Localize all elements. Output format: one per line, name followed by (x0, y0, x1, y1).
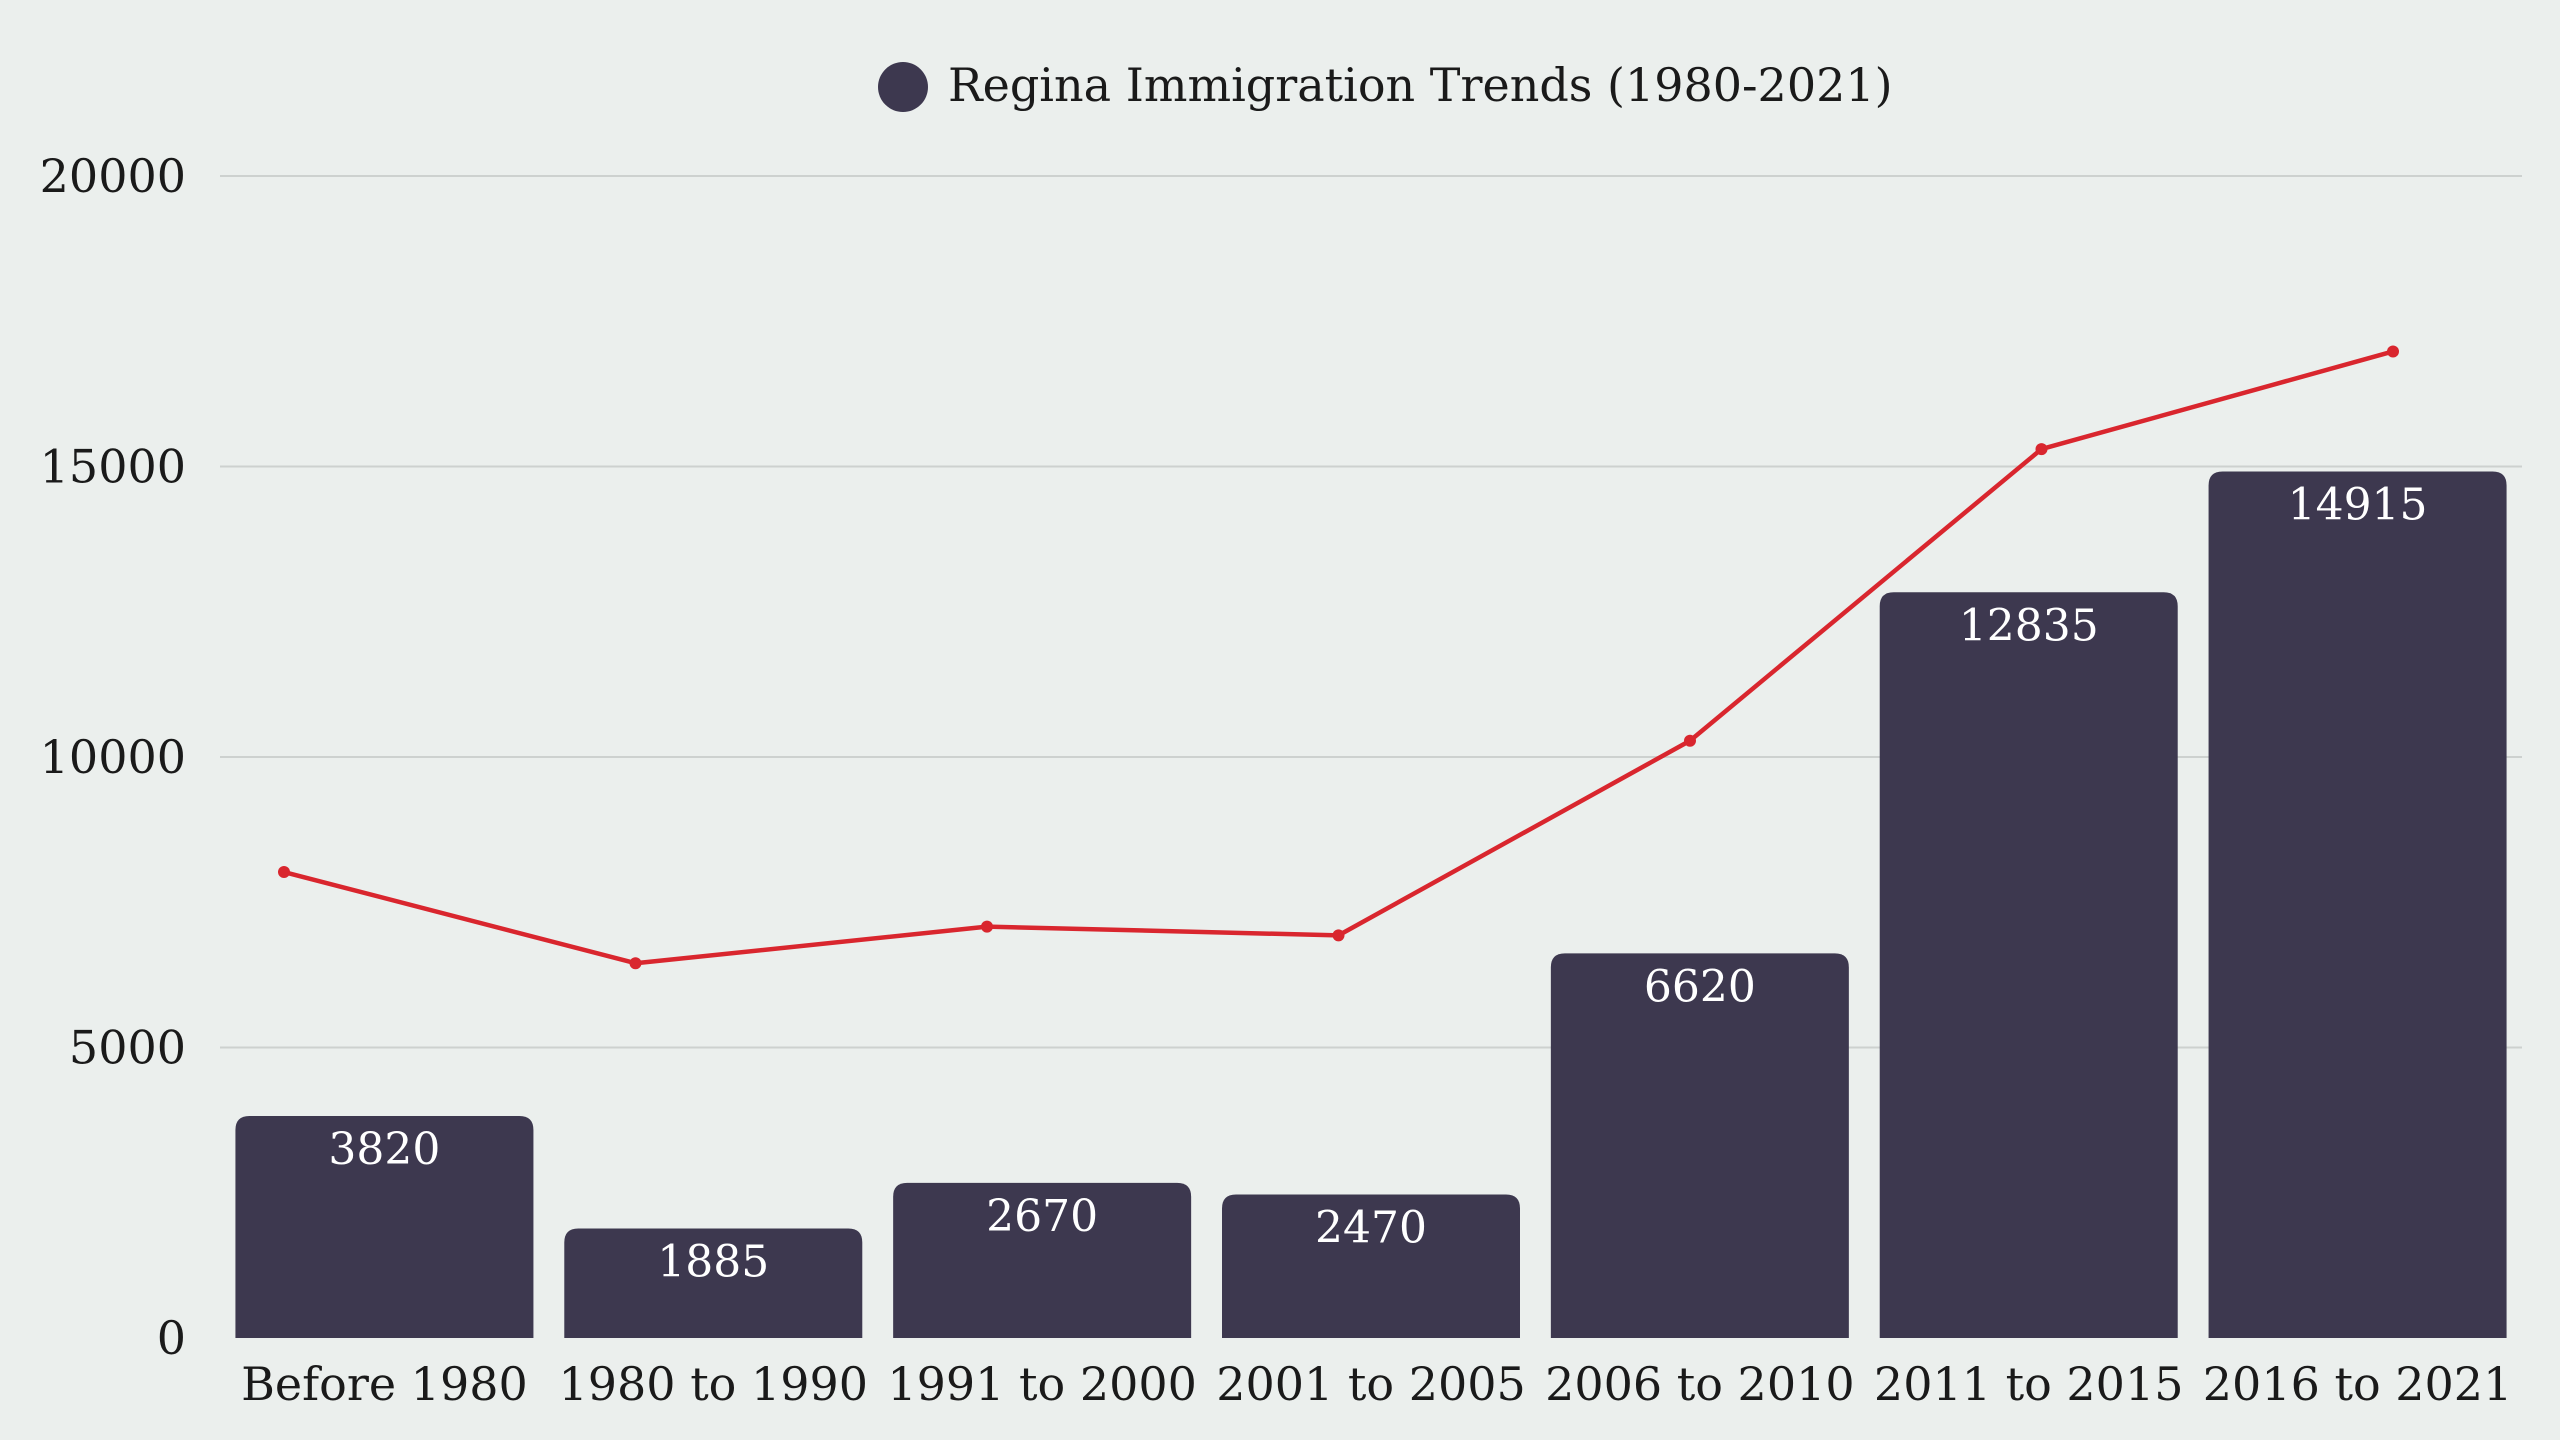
bar-labels: 3820 1885 2670 2470 6620 12835 14915 (328, 479, 2427, 1287)
y-tick-label: 15000 (40, 440, 186, 494)
legend: Regina Immigration Trends (1980-2021) (878, 58, 1893, 112)
bar (1879, 592, 2178, 1338)
line-point (629, 957, 642, 970)
bar-value-label: 14915 (2288, 479, 2428, 530)
x-tick-label: 1980 to 1990 (559, 1357, 869, 1411)
bar (1222, 1194, 1520, 1338)
y-tick-label: 5000 (69, 1021, 186, 1075)
line-point (981, 920, 993, 933)
x-tick-label: 1991 to 2000 (887, 1357, 1197, 1411)
bar-value-label: 2670 (986, 1191, 1098, 1242)
line-point (1332, 929, 1345, 942)
y-tick-label: 10000 (40, 730, 186, 784)
legend-marker (878, 62, 928, 112)
bar-value-label: 12835 (1959, 600, 2099, 651)
x-tick-label: 2006 to 2010 (1545, 1357, 1855, 1411)
trend-line-layer (278, 345, 2399, 970)
legend-label: Regina Immigration Trends (1980-2021) (948, 58, 1893, 112)
bars (235, 471, 2507, 1339)
bar (1550, 953, 1849, 1338)
line-point (1684, 734, 1696, 747)
bar (893, 1182, 1192, 1338)
line-point (2035, 443, 2048, 456)
bar-value-label: 3820 (328, 1124, 440, 1175)
x-tick-label: 2001 to 2005 (1216, 1357, 1526, 1411)
bar (564, 1228, 863, 1338)
x-tick-label: 2016 to 2021 (2203, 1357, 2513, 1411)
bar (2208, 471, 2507, 1339)
bar (235, 1116, 534, 1338)
bar-value-label: 1885 (657, 1236, 769, 1287)
x-axis-labels: Before 1980 1980 to 1990 1991 to 2000 2001 … (241, 1357, 2512, 1411)
line-point (278, 866, 290, 879)
bar-value-label: 6620 (1644, 961, 1756, 1012)
x-tick-label: 2011 to 2015 (1874, 1357, 2184, 1411)
line-point (2387, 345, 2399, 358)
x-tick-label: Before 1980 (241, 1357, 528, 1411)
y-tick-label: 0 (157, 1311, 186, 1365)
bar-value-label: 2470 (1315, 1202, 1427, 1253)
y-tick-label: 20000 (40, 149, 186, 203)
y-axis-ticks: 0 5000 10000 15000 20000 (40, 149, 186, 1365)
